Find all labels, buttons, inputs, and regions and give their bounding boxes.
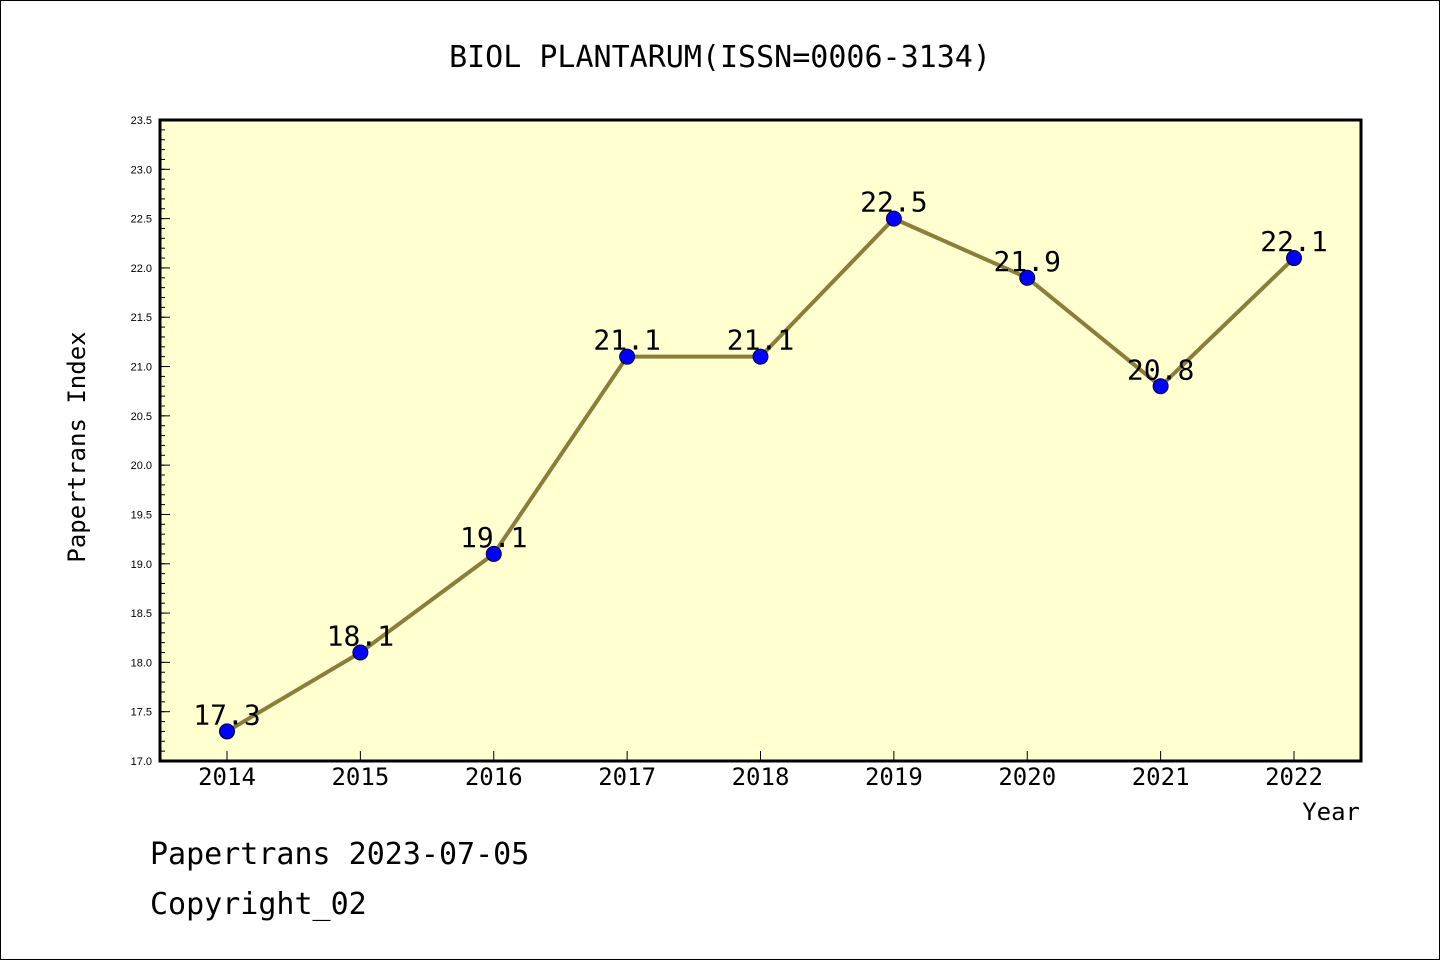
value-labels: 17.3 18.1 19.1 21.1 21.1 22.5 21.9 20.8 22.1 <box>193 186 1327 732</box>
y-tick-label: 17.0 <box>131 756 152 768</box>
x-axis: 2014 2015 2016 2017 2018 2019 2020 2021 2022 <box>198 751 1323 791</box>
data-value-label: 22.5 <box>860 186 927 219</box>
y-tick-label: 22.0 <box>131 263 152 275</box>
data-point <box>619 348 636 365</box>
x-tick-label: 2018 <box>732 763 790 791</box>
y-tick-label: 19.0 <box>131 559 152 571</box>
x-tick-label: 2020 <box>998 763 1056 791</box>
data-value-label: 22.1 <box>1260 225 1327 258</box>
y-tick-label: 21.5 <box>131 312 152 324</box>
y-axis: 17.0 17.5 18.0 18.5 19.0 19.5 20.0 20.5 21.0 21.5… <box>131 115 170 768</box>
y-tick-label: 18.0 <box>131 657 152 669</box>
data-value-label: 19.1 <box>460 521 527 554</box>
data-value-label: 21.1 <box>727 324 794 357</box>
y-tick-label: 23.0 <box>131 164 152 176</box>
y-tick-label: 21.0 <box>131 362 152 374</box>
y-tick-label: 20.0 <box>131 460 152 472</box>
x-tick-label: 2017 <box>598 763 656 791</box>
data-points <box>219 210 1302 740</box>
data-point <box>352 644 369 661</box>
x-tick-label: 2021 <box>1132 763 1190 791</box>
data-value-label: 20.8 <box>1127 353 1194 386</box>
data-point <box>1152 378 1169 395</box>
data-point <box>485 545 502 562</box>
y-tick-label: 17.5 <box>131 707 152 719</box>
data-point <box>1019 269 1036 286</box>
y-tick-label: 22.5 <box>131 214 152 226</box>
chart-title: BIOL PLANTARUM(ISSN=0006-3134) <box>449 40 991 75</box>
data-value-label: 18.1 <box>327 620 394 653</box>
footer-date: Papertrans 2023-07-05 <box>150 837 529 872</box>
data-point <box>219 723 235 740</box>
data-value-label: 21.1 <box>593 324 660 357</box>
data-point <box>885 210 902 227</box>
y-tick-label: 18.5 <box>131 608 152 620</box>
x-tick-label: 2022 <box>1265 763 1323 791</box>
x-tick-label: 2014 <box>198 763 256 791</box>
x-axis-label: Year <box>1302 798 1360 826</box>
y-tick-label: 23.5 <box>131 115 152 127</box>
data-value-label: 21.9 <box>994 245 1061 278</box>
data-value-label: 17.3 <box>193 698 260 731</box>
data-point <box>1286 250 1302 267</box>
data-point <box>752 348 769 365</box>
y-tick-label: 19.5 <box>131 509 152 521</box>
x-tick-label: 2019 <box>865 763 923 791</box>
x-tick-label: 2015 <box>331 763 389 791</box>
y-axis-label: Papertrans Index <box>63 331 91 562</box>
footer-copyright: Copyright_02 <box>150 887 367 922</box>
y-tick-label: 20.5 <box>131 411 152 423</box>
x-tick-label: 2016 <box>465 763 523 791</box>
